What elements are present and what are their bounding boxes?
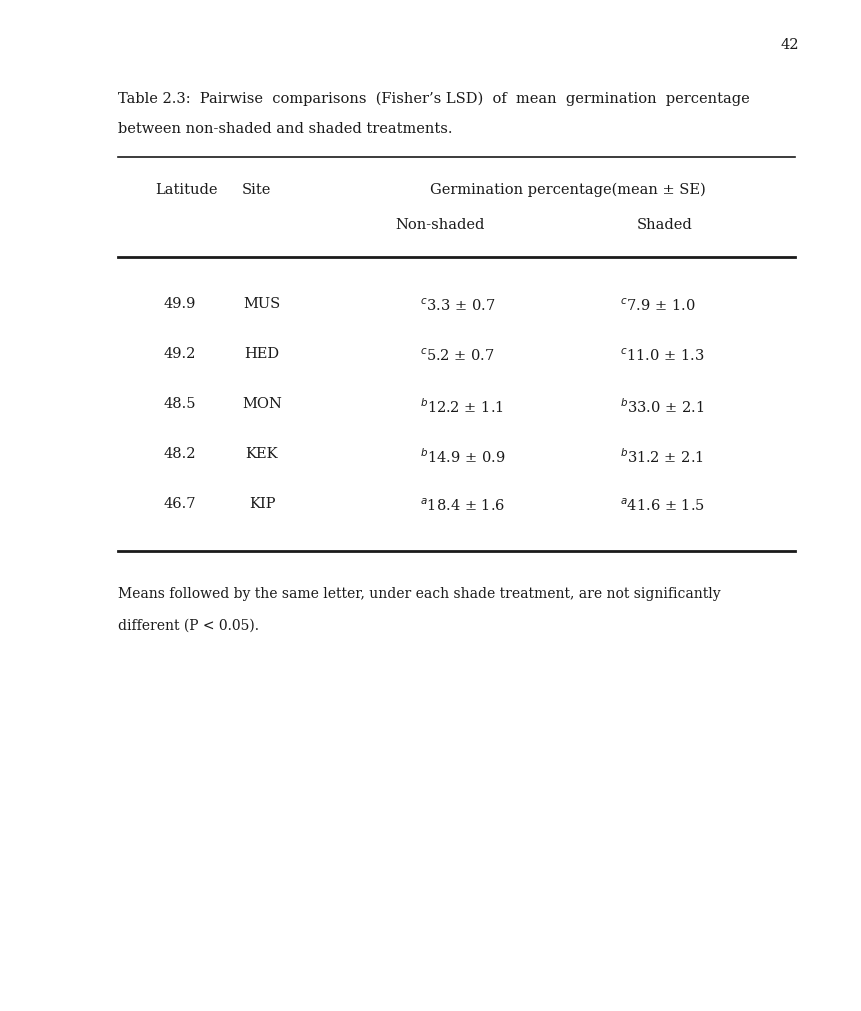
Text: 49.9: 49.9 xyxy=(164,296,196,310)
Text: 46.7: 46.7 xyxy=(164,496,196,511)
Text: KEK: KEK xyxy=(245,447,278,461)
Text: Means followed by the same letter, under each shade treatment, are not significa: Means followed by the same letter, under… xyxy=(118,586,721,601)
Text: Germination percentage(mean ± SE): Germination percentage(mean ± SE) xyxy=(430,183,705,197)
Text: $^{c}$3.3 ± 0.7: $^{c}$3.3 ± 0.7 xyxy=(420,296,495,313)
Text: MUS: MUS xyxy=(244,296,281,310)
Text: Table 2.3:  Pairwise  comparisons  (Fisher’s LSD)  of  mean  germination  percen: Table 2.3: Pairwise comparisons (Fisher’… xyxy=(118,92,750,106)
Text: $^{b}$12.2 ± 1.1: $^{b}$12.2 ± 1.1 xyxy=(420,396,504,416)
Text: 49.2: 49.2 xyxy=(164,347,196,361)
Text: 42: 42 xyxy=(781,38,799,52)
Text: Non-shaded: Non-shaded xyxy=(395,217,485,232)
Text: Latitude: Latitude xyxy=(155,183,218,197)
Text: $^{b}$31.2 ± 2.1: $^{b}$31.2 ± 2.1 xyxy=(620,447,704,465)
Text: $^{a}$18.4 ± 1.6: $^{a}$18.4 ± 1.6 xyxy=(420,496,505,514)
Text: $^{c}$5.2 ± 0.7: $^{c}$5.2 ± 0.7 xyxy=(420,347,495,363)
Text: between non-shaded and shaded treatments.: between non-shaded and shaded treatments… xyxy=(118,122,453,135)
Text: Shaded: Shaded xyxy=(637,217,693,232)
Text: $^{c}$11.0 ± 1.3: $^{c}$11.0 ± 1.3 xyxy=(620,347,704,363)
Text: $^{b}$33.0 ± 2.1: $^{b}$33.0 ± 2.1 xyxy=(620,396,704,416)
Text: KIP: KIP xyxy=(249,496,276,511)
Text: $^{b}$14.9 ± 0.9: $^{b}$14.9 ± 0.9 xyxy=(420,447,505,465)
Text: Site: Site xyxy=(242,183,271,197)
Text: 48.2: 48.2 xyxy=(164,447,196,461)
Text: 48.5: 48.5 xyxy=(164,396,196,410)
Text: $^{c}$7.9 ± 1.0: $^{c}$7.9 ± 1.0 xyxy=(620,296,696,313)
Text: $^{a}$41.6 ± 1.5: $^{a}$41.6 ± 1.5 xyxy=(620,496,705,514)
Text: HED: HED xyxy=(245,347,280,361)
Text: MON: MON xyxy=(242,396,282,410)
Text: different (P < 0.05).: different (P < 0.05). xyxy=(118,619,259,632)
